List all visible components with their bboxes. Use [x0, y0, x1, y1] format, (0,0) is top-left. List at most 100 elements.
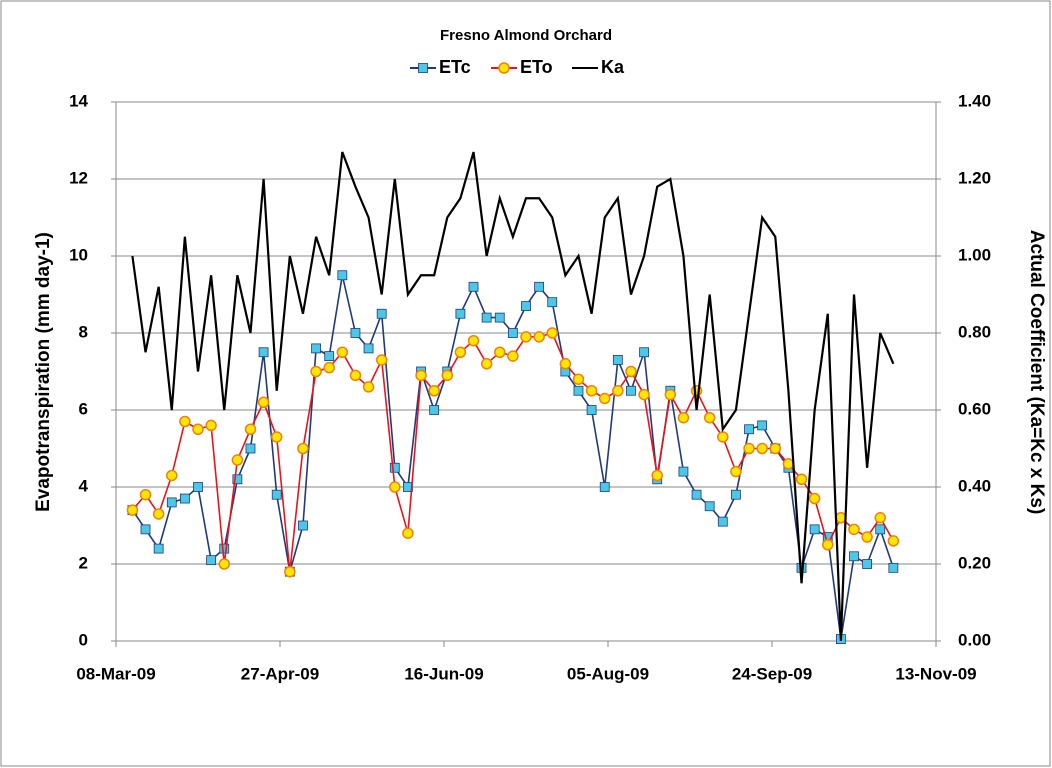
y2-tick-label: 0.20 — [958, 553, 991, 572]
y2-tick-label: 0.00 — [958, 630, 991, 649]
data-point — [888, 562, 899, 573]
data-point — [612, 355, 623, 365]
data-point — [730, 465, 742, 478]
data-point — [822, 539, 834, 551]
data-point — [257, 396, 270, 409]
data-point — [703, 411, 716, 424]
data-point — [139, 488, 152, 501]
data-point — [494, 346, 506, 358]
data-point — [520, 331, 532, 343]
data-point — [218, 558, 230, 570]
data-point — [428, 385, 440, 397]
data-point — [179, 415, 191, 428]
legend-label: ETc — [439, 57, 471, 77]
data-point — [691, 489, 702, 500]
data-point — [468, 281, 479, 292]
data-point — [310, 365, 322, 378]
data-point — [507, 328, 518, 338]
data-point — [782, 458, 795, 470]
y-tick-label: 4 — [79, 476, 89, 495]
legend-label: Ka — [601, 57, 625, 77]
data-point — [546, 327, 558, 339]
data-point — [849, 551, 859, 562]
data-point — [323, 361, 335, 374]
data-point — [598, 392, 611, 405]
data-point — [166, 497, 177, 508]
data-point — [193, 482, 203, 492]
data-point — [389, 462, 400, 473]
series-1 — [126, 327, 900, 578]
series-2 — [131, 151, 895, 642]
data-point — [795, 473, 808, 486]
data-point — [625, 365, 637, 378]
data-point — [664, 388, 677, 401]
data-point — [756, 442, 768, 455]
data-point — [244, 423, 257, 435]
series-line — [131, 151, 895, 642]
data-point — [350, 328, 361, 338]
data-point — [205, 419, 217, 432]
data-point — [717, 516, 728, 527]
data-point — [809, 524, 820, 535]
data-point — [573, 385, 584, 396]
data-point — [481, 312, 492, 323]
legend-marker — [498, 62, 510, 74]
data-point — [192, 423, 204, 435]
y-tick-label: 8 — [79, 322, 88, 341]
data-point — [152, 508, 165, 520]
y-tick-label: 0 — [79, 630, 88, 649]
data-point — [245, 443, 256, 454]
data-point — [704, 501, 715, 512]
data-point — [586, 405, 597, 415]
x-tick-label: 08-Mar-09 — [76, 664, 155, 683]
y2-tick-label: 0.40 — [958, 476, 991, 495]
data-point — [455, 308, 466, 319]
data-point — [769, 442, 782, 455]
data-point — [402, 527, 414, 539]
data-point — [206, 555, 217, 566]
data-point — [862, 559, 873, 569]
data-point — [731, 489, 741, 500]
data-point — [494, 312, 505, 323]
data-point — [311, 343, 321, 354]
data-point — [639, 347, 649, 358]
data-point — [166, 469, 178, 482]
data-point — [651, 469, 663, 482]
data-point — [153, 543, 164, 554]
y2-axis-label: Actual Coefficient (Ka=Kc x Ks) — [1026, 230, 1047, 515]
y-tick-label: 14 — [69, 91, 88, 110]
legend-label: ETo — [520, 57, 553, 77]
y-axis-label: Evapotranspiration (mm day-1) — [33, 232, 54, 512]
data-point — [337, 270, 348, 281]
data-point — [875, 524, 886, 535]
data-point — [808, 492, 821, 505]
x-tick-label: 24-Sep-09 — [732, 664, 812, 683]
y-tick-label: 10 — [69, 245, 88, 264]
data-point — [231, 454, 244, 466]
y-tick-label: 2 — [79, 553, 88, 572]
data-point — [140, 524, 151, 535]
data-point — [363, 343, 374, 354]
data-point — [757, 420, 768, 431]
x-tick-label: 16-Jun-09 — [404, 664, 483, 683]
data-point — [324, 351, 335, 362]
data-point — [219, 543, 230, 554]
y-tick-label: 12 — [69, 168, 88, 187]
data-point — [375, 354, 388, 366]
data-point — [467, 334, 480, 347]
data-point — [232, 474, 243, 485]
data-point — [179, 493, 190, 504]
data-point — [626, 385, 636, 396]
data-point — [297, 442, 309, 455]
legend-marker — [418, 63, 428, 73]
data-point — [284, 565, 296, 578]
data-point — [744, 424, 754, 435]
data-point — [612, 385, 624, 397]
y2-tick-label: 0.60 — [958, 399, 991, 418]
data-point — [258, 347, 269, 358]
data-point — [126, 504, 139, 516]
data-point — [336, 346, 349, 358]
data-point — [429, 405, 440, 415]
data-point — [533, 331, 545, 343]
